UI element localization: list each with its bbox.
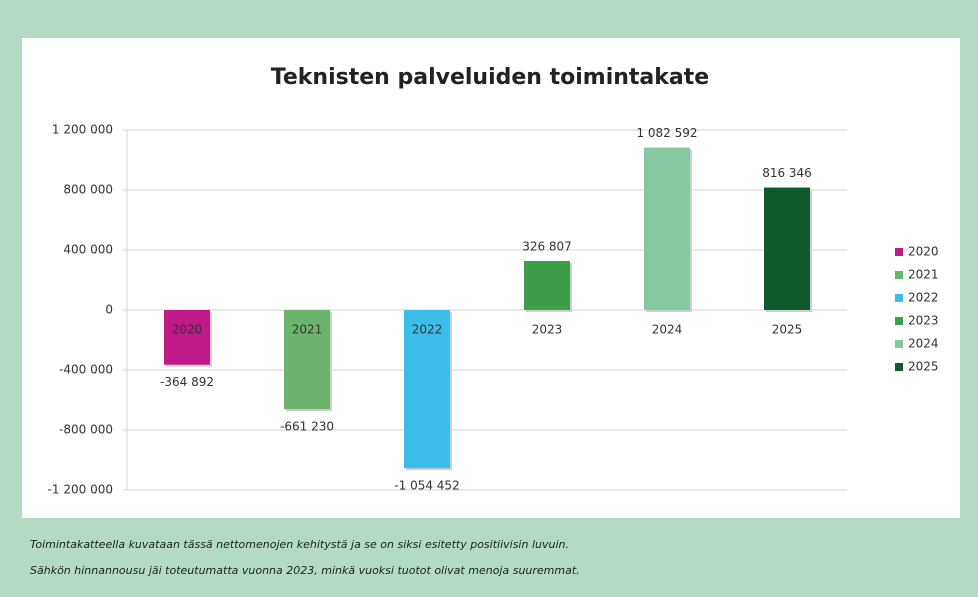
legend-swatch [895,248,903,256]
chart-title: Teknisten palveluiden toimintakate [271,65,709,90]
bar [644,147,690,310]
y-tick-label: 1 200 000 [52,123,113,137]
x-tick-label: 2023 [532,323,563,337]
legend-swatch [895,363,903,371]
bar [524,260,570,310]
legend-label: 2022 [908,291,939,305]
value-label: -661 230 [280,420,334,434]
x-tick-label: 2021 [292,323,323,337]
y-tick-label: -400 000 [59,363,113,377]
footnote: Toimintakatteella kuvataan tässä nettome… [30,538,569,551]
y-tick-label: -800 000 [59,423,113,437]
legend-label: 2023 [908,314,939,328]
bar [404,310,450,469]
value-label: -1 054 452 [394,479,459,493]
chart-panel [22,38,960,518]
value-label: 1 082 592 [636,126,697,140]
legend-swatch [895,271,903,279]
y-tick-label: 800 000 [63,183,113,197]
bar [764,187,810,310]
value-label: 326 807 [522,239,572,253]
y-tick-label: 0 [105,303,113,317]
x-tick-label: 2024 [652,323,683,337]
bar [164,310,210,365]
legend-label: 2025 [908,360,939,374]
y-tick-label: -1 200 000 [48,483,113,497]
legend-label: 2021 [908,268,939,282]
footnote: Sähkön hinnannousu jäi toteutumatta vuon… [30,564,580,577]
y-tick-label: 400 000 [63,243,113,257]
value-label: -364 892 [160,375,214,389]
legend-label: 2020 [908,245,939,259]
bar [284,310,330,410]
legend-swatch [895,340,903,348]
x-tick-label: 2020 [172,323,203,337]
legend-swatch [895,317,903,325]
x-tick-label: 2022 [412,323,443,337]
legend-swatch [895,294,903,302]
x-tick-label: 2025 [772,323,803,337]
legend-label: 2024 [908,337,939,351]
value-label: 816 346 [762,166,812,180]
